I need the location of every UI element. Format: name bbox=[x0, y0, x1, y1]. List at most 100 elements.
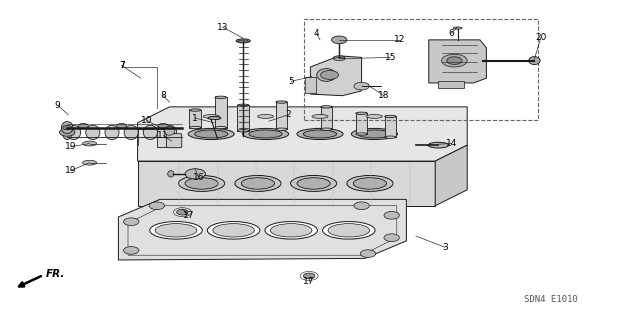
Ellipse shape bbox=[303, 130, 337, 138]
Ellipse shape bbox=[236, 39, 250, 43]
Ellipse shape bbox=[188, 129, 234, 140]
Bar bbox=[438, 81, 464, 88]
Ellipse shape bbox=[453, 27, 462, 29]
Ellipse shape bbox=[237, 130, 249, 132]
Ellipse shape bbox=[257, 115, 274, 118]
Text: 5: 5 bbox=[289, 77, 294, 86]
Circle shape bbox=[124, 247, 139, 254]
Text: 13: 13 bbox=[217, 23, 228, 32]
Ellipse shape bbox=[270, 224, 312, 237]
Circle shape bbox=[332, 36, 347, 44]
Ellipse shape bbox=[249, 130, 282, 138]
Circle shape bbox=[384, 234, 399, 241]
Polygon shape bbox=[138, 161, 435, 206]
Ellipse shape bbox=[333, 58, 345, 61]
Ellipse shape bbox=[297, 178, 330, 189]
Ellipse shape bbox=[358, 130, 391, 138]
Circle shape bbox=[442, 54, 467, 67]
Ellipse shape bbox=[168, 171, 174, 177]
Circle shape bbox=[116, 123, 127, 129]
Ellipse shape bbox=[297, 129, 343, 140]
Text: 3: 3 bbox=[442, 243, 447, 252]
Circle shape bbox=[384, 211, 399, 219]
Ellipse shape bbox=[143, 125, 157, 140]
Text: 1: 1 bbox=[193, 114, 198, 122]
Ellipse shape bbox=[328, 224, 370, 237]
FancyBboxPatch shape bbox=[166, 134, 182, 148]
Ellipse shape bbox=[163, 125, 177, 140]
Circle shape bbox=[177, 209, 188, 215]
Text: 20: 20 bbox=[535, 33, 547, 42]
Ellipse shape bbox=[61, 122, 73, 134]
Text: 4: 4 bbox=[314, 29, 319, 38]
Text: 8: 8 bbox=[161, 91, 166, 100]
Circle shape bbox=[63, 125, 72, 130]
Ellipse shape bbox=[243, 129, 289, 140]
Ellipse shape bbox=[323, 221, 375, 239]
Ellipse shape bbox=[237, 104, 249, 107]
Bar bbox=[237, 105, 249, 131]
Ellipse shape bbox=[83, 160, 97, 165]
Text: 7: 7 bbox=[119, 61, 124, 70]
Bar bbox=[215, 97, 227, 128]
Circle shape bbox=[78, 123, 88, 129]
Ellipse shape bbox=[67, 125, 81, 140]
Polygon shape bbox=[429, 40, 486, 83]
Ellipse shape bbox=[235, 175, 281, 191]
Text: 18: 18 bbox=[378, 91, 390, 100]
Ellipse shape bbox=[428, 142, 449, 148]
Text: 19: 19 bbox=[65, 142, 76, 151]
Ellipse shape bbox=[185, 178, 218, 189]
Circle shape bbox=[321, 70, 339, 79]
Text: 14: 14 bbox=[445, 139, 457, 148]
Ellipse shape bbox=[63, 125, 72, 140]
Bar bbox=[321, 107, 332, 129]
Bar bbox=[385, 116, 396, 137]
Bar bbox=[189, 110, 201, 128]
Ellipse shape bbox=[150, 221, 202, 239]
Circle shape bbox=[124, 218, 139, 226]
Ellipse shape bbox=[265, 221, 317, 239]
Ellipse shape bbox=[276, 128, 287, 130]
Ellipse shape bbox=[333, 56, 345, 59]
Ellipse shape bbox=[204, 115, 219, 118]
Ellipse shape bbox=[238, 40, 248, 43]
Text: 6: 6 bbox=[449, 29, 454, 38]
Polygon shape bbox=[138, 107, 467, 161]
Text: 2: 2 bbox=[285, 110, 291, 119]
Ellipse shape bbox=[366, 115, 383, 118]
Circle shape bbox=[354, 82, 369, 90]
Ellipse shape bbox=[356, 133, 367, 135]
Ellipse shape bbox=[385, 115, 396, 118]
Text: 17: 17 bbox=[303, 277, 315, 286]
Ellipse shape bbox=[189, 126, 201, 129]
Ellipse shape bbox=[215, 96, 227, 99]
Text: 9: 9 bbox=[55, 101, 60, 110]
Polygon shape bbox=[118, 199, 406, 260]
Ellipse shape bbox=[124, 125, 138, 140]
Ellipse shape bbox=[208, 116, 221, 120]
Text: 15: 15 bbox=[385, 53, 396, 62]
Text: 12: 12 bbox=[394, 35, 406, 44]
Ellipse shape bbox=[215, 126, 227, 129]
Circle shape bbox=[149, 202, 164, 210]
Ellipse shape bbox=[347, 175, 393, 191]
Ellipse shape bbox=[83, 141, 97, 146]
Text: 17: 17 bbox=[183, 211, 195, 220]
Ellipse shape bbox=[195, 130, 228, 138]
Ellipse shape bbox=[321, 106, 332, 108]
Ellipse shape bbox=[207, 221, 260, 239]
Ellipse shape bbox=[353, 178, 387, 189]
Text: 19: 19 bbox=[65, 166, 76, 175]
Ellipse shape bbox=[321, 128, 332, 130]
Circle shape bbox=[185, 169, 205, 179]
Ellipse shape bbox=[356, 112, 367, 115]
Ellipse shape bbox=[164, 126, 175, 135]
Ellipse shape bbox=[86, 125, 100, 140]
Circle shape bbox=[158, 123, 168, 129]
Text: SDN4 E1010: SDN4 E1010 bbox=[524, 295, 577, 304]
Circle shape bbox=[303, 273, 315, 279]
Ellipse shape bbox=[155, 224, 197, 237]
Bar bbox=[157, 129, 173, 147]
Ellipse shape bbox=[276, 101, 287, 103]
